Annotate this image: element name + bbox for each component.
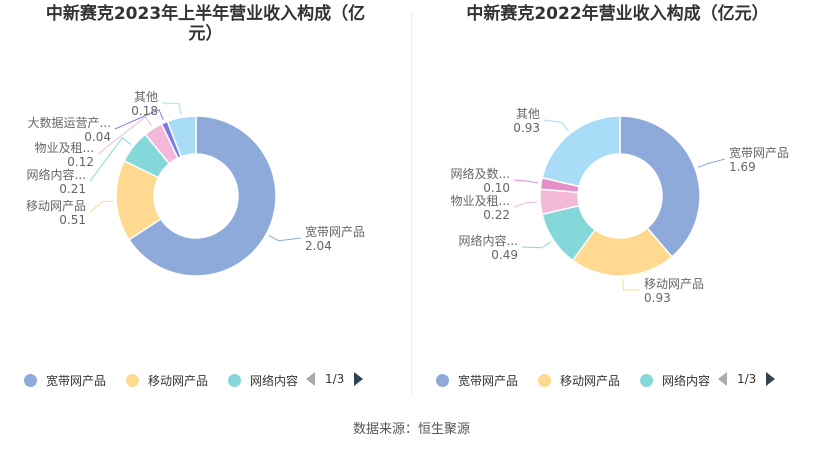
slice-label: 网络及数... bbox=[451, 166, 510, 181]
slice-value-label: 0.22 bbox=[483, 208, 510, 222]
chart-title-line-1: 中新赛克2023年上半年营业收入构成（亿 bbox=[45, 4, 366, 24]
legend-swatch bbox=[640, 374, 653, 387]
slice-value-label: 0.93 bbox=[644, 291, 671, 305]
label-leader-line bbox=[622, 278, 641, 291]
slice-label: 物业及租... bbox=[451, 194, 510, 208]
slice-value-label: 0.93 bbox=[513, 121, 540, 135]
label-leader-line bbox=[268, 235, 302, 242]
donut-slice[interactable] bbox=[166, 115, 197, 158]
chart-panel-2023h1: 中新赛克2023年上半年营业收入构成（亿 元） 宽带网产品 2.04 移动网产品 0.… bbox=[0, 0, 411, 400]
legend-pager: 1/3 bbox=[306, 372, 364, 386]
slice-value-label: 2.04 bbox=[305, 239, 332, 253]
panel-divider bbox=[411, 12, 412, 397]
donut-chart-2022: 宽带网产品1.69移动网产品0.93网络内容...0.49物业及租...0.22… bbox=[451, 107, 789, 305]
slice-value-label: 0.51 bbox=[59, 213, 86, 227]
slice-label: 移动网产品 bbox=[644, 277, 704, 291]
slice-value-label: 0.10 bbox=[483, 181, 510, 195]
label-leader-line bbox=[89, 137, 132, 182]
slice-label: 网络内容... bbox=[459, 233, 518, 248]
slice-value-label: 0.18 bbox=[131, 104, 158, 118]
label-leader-line bbox=[114, 108, 164, 130]
prev-page-icon[interactable] bbox=[306, 372, 315, 386]
next-page-icon[interactable] bbox=[354, 372, 364, 386]
legend-swatch bbox=[126, 374, 139, 387]
legend-label: 移动网产品 bbox=[560, 374, 621, 388]
donut-slice[interactable] bbox=[127, 115, 277, 277]
label-leader-line bbox=[513, 201, 538, 208]
prev-page-icon[interactable] bbox=[718, 372, 727, 386]
label-leader-line bbox=[543, 119, 569, 132]
slice-value-label: 0.49 bbox=[491, 248, 518, 262]
legend-swatch bbox=[436, 374, 449, 387]
legend-item-broadband[interactable]: 宽带网产品 bbox=[24, 372, 106, 389]
legend-item-content-security[interactable]: 网络内容 bbox=[640, 372, 710, 389]
legend-label: 移动网产品 bbox=[148, 374, 209, 388]
legend: 宽带网产品 移动网产品 网络内容 1/3 bbox=[412, 370, 823, 392]
slice-label: 大数据运营产... bbox=[28, 115, 111, 130]
slice-value-label: 1.69 bbox=[729, 160, 756, 174]
slice-label: 宽带网产品 bbox=[729, 145, 789, 160]
slice-value-label: 0.04 bbox=[84, 130, 111, 144]
slice-value-label: 0.21 bbox=[59, 182, 86, 196]
legend-item-content-security[interactable]: 网络内容 bbox=[228, 372, 298, 389]
slice-value-label: 0.12 bbox=[67, 155, 94, 169]
legend-page-indicator: 1/3 bbox=[737, 372, 757, 386]
legend-swatch bbox=[228, 374, 241, 387]
legend-item-mobile[interactable]: 移动网产品 bbox=[126, 372, 208, 389]
label-leader-line bbox=[521, 241, 552, 249]
label-leader-line bbox=[697, 158, 726, 168]
slice-label: 网络内容... bbox=[27, 167, 86, 182]
slice-label: 物业及租... bbox=[35, 141, 94, 155]
legend-page-indicator: 1/3 bbox=[325, 372, 345, 386]
label-leader-line bbox=[89, 200, 114, 213]
donut-slice[interactable] bbox=[619, 115, 701, 258]
next-page-icon[interactable] bbox=[766, 372, 776, 386]
label-leader-line bbox=[161, 102, 182, 115]
chart-title-line-2: 元） bbox=[188, 24, 223, 44]
legend-pager: 1/3 bbox=[718, 372, 776, 386]
legend-item-mobile[interactable]: 移动网产品 bbox=[538, 372, 620, 389]
legend-swatch bbox=[24, 374, 37, 387]
slice-label: 宽带网产品 bbox=[305, 224, 365, 239]
label-leader-line bbox=[513, 179, 539, 184]
legend-label: 宽带网产品 bbox=[46, 374, 107, 388]
chart-title-line-1: 中新赛克2022年营业收入构成（亿元） bbox=[466, 4, 769, 24]
legend-label: 网络内容 bbox=[250, 374, 298, 388]
chart-title: 中新赛克2022年营业收入构成（亿元） bbox=[422, 4, 813, 24]
legend-label: 网络内容 bbox=[662, 374, 710, 388]
chart-title: 中新赛克2023年上半年营业收入构成（亿 元） bbox=[10, 4, 401, 44]
slice-label: 其他 bbox=[134, 90, 158, 104]
legend-label: 宽带网产品 bbox=[458, 374, 519, 388]
donut-slice[interactable] bbox=[541, 115, 621, 188]
legend-item-broadband[interactable]: 宽带网产品 bbox=[436, 372, 518, 389]
data-source-note: 数据来源：恒生聚源 bbox=[352, 422, 470, 437]
slice-label: 其他 bbox=[516, 107, 540, 121]
slice-label: 移动网产品 bbox=[26, 199, 86, 213]
label-leader-line bbox=[97, 116, 152, 155]
chart-panel-2022: 中新赛克2022年营业收入构成（亿元） 宽带网产品 1.69 移动网产品 0.93 网络… bbox=[412, 0, 823, 400]
legend: 宽带网产品 移动网产品 网络内容 1/3 bbox=[0, 370, 411, 392]
legend-swatch bbox=[538, 374, 551, 387]
